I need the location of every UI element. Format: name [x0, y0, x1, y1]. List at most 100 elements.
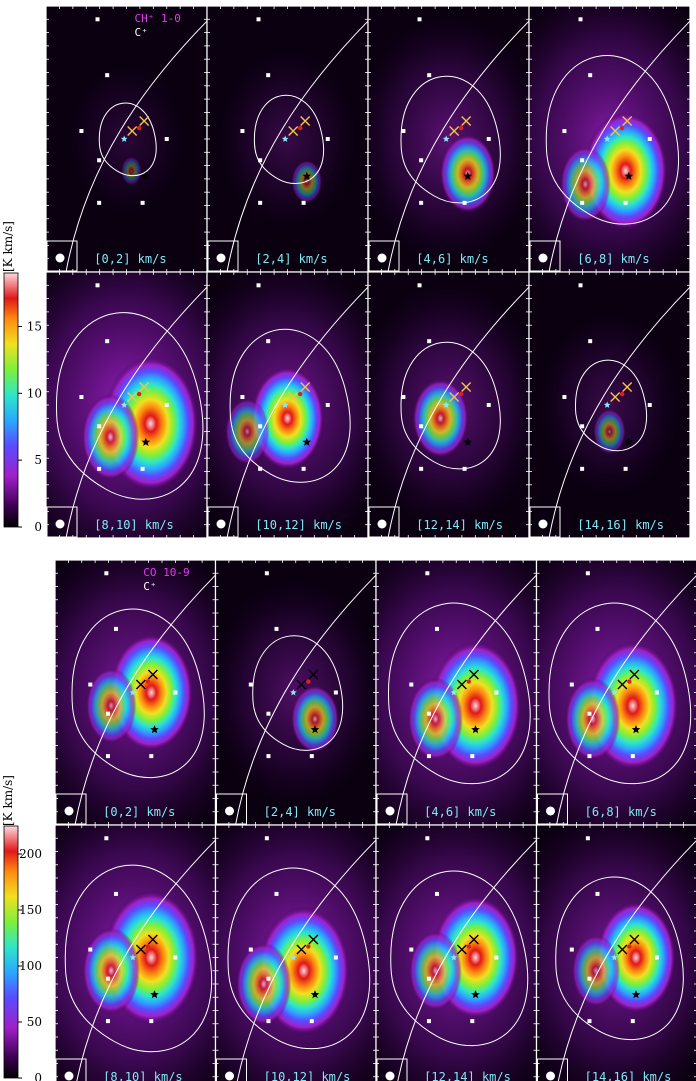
- beam-icon: [538, 519, 548, 529]
- co-panel: [6,8] km/s: [535, 559, 696, 826]
- beam-box: [537, 1058, 568, 1081]
- reference-square: [248, 682, 253, 687]
- cplus-contour: [400, 341, 501, 470]
- cyan-star-icon: [442, 135, 450, 142]
- emission-haze: [537, 310, 682, 500]
- position-dot-icon: [145, 944, 151, 949]
- ch-plus-panel-grid: [0,2] km/s CH⁺ 1-0C⁺ [2,4] km/s [4,6] km/s […: [45, 5, 691, 539]
- reference-square: [105, 754, 110, 759]
- reference-square: [595, 891, 600, 896]
- beam-box: [529, 240, 561, 272]
- reference-square: [426, 1019, 431, 1024]
- cplus-contour: [252, 635, 344, 751]
- panel-map: [65, 17, 207, 272]
- beam-icon: [55, 253, 65, 263]
- reference-square: [301, 466, 306, 471]
- emission-secondary: [565, 677, 621, 761]
- black-star-icon: [463, 437, 473, 446]
- position-dot-icon: [136, 125, 142, 131]
- co-panel: [0,2] km/s CO 10-9C⁺: [54, 559, 217, 826]
- reference-square: [587, 711, 592, 716]
- reference-square: [569, 947, 574, 952]
- cplus-contour: [548, 286, 690, 538]
- panel-map: [215, 571, 376, 825]
- position-cross-icon: [300, 116, 311, 127]
- reference-square: [585, 836, 590, 841]
- reference-square: [426, 754, 431, 759]
- reference-square: [240, 129, 245, 134]
- cyan-star-icon: [290, 954, 297, 961]
- reference-square: [333, 955, 338, 960]
- beam-box: [207, 240, 239, 272]
- beam-box: [55, 1058, 87, 1081]
- beam-icon: [55, 519, 65, 529]
- position-cross-icon: [622, 382, 633, 393]
- reference-square: [274, 891, 279, 896]
- velocity-label: [2,4] km/s: [264, 805, 336, 819]
- reference-square: [79, 129, 84, 134]
- cyan-star-icon: [129, 689, 137, 696]
- position-cross-icon: [629, 669, 640, 680]
- velocity-label: [2,4] km/s: [255, 252, 327, 266]
- black-star-icon: [302, 437, 312, 446]
- reference-square: [79, 395, 84, 400]
- cyan-star-icon: [450, 954, 458, 961]
- cplus-contour: [64, 864, 212, 1053]
- emission-peak: [291, 685, 340, 753]
- black-star-icon: [150, 990, 159, 999]
- cyan-star-icon: [290, 689, 297, 696]
- beam-icon: [546, 806, 555, 816]
- beam-icon: [225, 806, 234, 816]
- reference-square: [97, 424, 102, 429]
- beam-icon: [216, 253, 226, 263]
- beam-box: [368, 506, 400, 538]
- emission-secondary: [82, 927, 140, 1014]
- co-panel: [2,4] km/s: [214, 559, 377, 826]
- panel-map: [368, 13, 529, 272]
- reference-square: [630, 754, 635, 759]
- reference-square: [409, 947, 414, 952]
- emission-peak: [121, 156, 142, 185]
- black-star-icon: [141, 171, 151, 180]
- cplus-contour: [74, 574, 216, 825]
- panel-map: [216, 17, 368, 272]
- colorbar-tick-label: 50: [27, 1015, 42, 1029]
- reference-square: [588, 73, 593, 78]
- beam-box: [529, 506, 561, 538]
- contour-title: C⁺: [143, 580, 156, 593]
- cplus-contour: [397, 839, 537, 1081]
- beam-box: [46, 506, 78, 538]
- co-panel: [10,12] km/s: [214, 824, 377, 1081]
- panel-map: [55, 560, 216, 825]
- cyan-star-icon: [120, 135, 128, 142]
- reference-square: [266, 976, 271, 981]
- cplus-contour: [555, 876, 684, 1040]
- reference-square: [274, 626, 279, 631]
- reference-square: [309, 754, 314, 759]
- emission-secondary: [225, 398, 270, 465]
- position-cross-icon: [288, 126, 299, 137]
- position-dot-icon: [136, 391, 142, 397]
- position-cross-icon: [127, 392, 138, 403]
- cplus-contour: [400, 75, 501, 204]
- cyan-star-icon: [611, 689, 618, 696]
- beam-box: [55, 793, 87, 825]
- beam-box: [368, 240, 400, 272]
- reference-square: [417, 17, 422, 22]
- position-dot-icon: [306, 944, 311, 949]
- reference-square: [580, 424, 585, 429]
- reference-square: [266, 711, 271, 716]
- reference-square: [623, 466, 628, 471]
- beam-box: [207, 506, 239, 538]
- reference-square: [654, 955, 659, 960]
- colorbar-tick-label: 0: [34, 520, 42, 534]
- black-star-icon: [624, 437, 634, 446]
- reference-square: [258, 158, 263, 163]
- position-cross-icon: [456, 679, 467, 690]
- emission-secondary: [85, 667, 137, 744]
- reference-square: [105, 73, 110, 78]
- ch-plus-colorbar-ticks: 0 5 10 15: [18, 319, 42, 534]
- reference-square: [587, 1019, 592, 1024]
- reference-square: [562, 395, 567, 400]
